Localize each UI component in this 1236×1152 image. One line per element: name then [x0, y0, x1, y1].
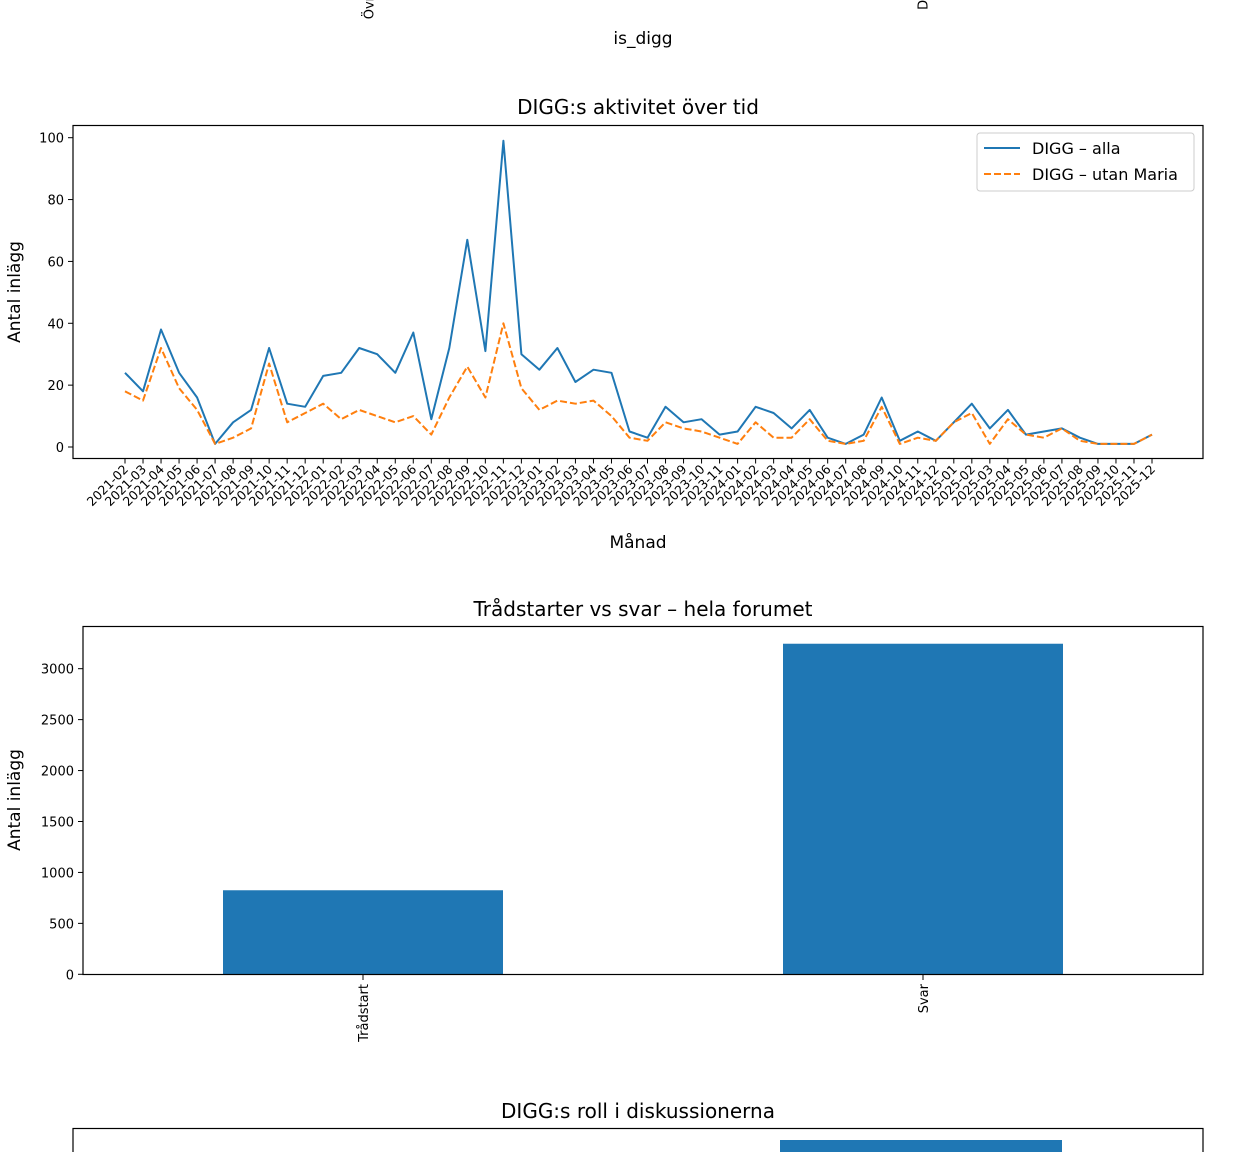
y-tick-label: 80	[47, 194, 64, 209]
bar-chart: Trådstarter vs svar – hela forumet 0 500 1…	[5, 597, 1204, 1043]
series-line-0	[124, 139, 1153, 445]
y-tick-label: 100	[39, 132, 64, 147]
series-line-1	[124, 322, 1153, 445]
top-partial-chart: Övr DI is_digg	[361, 0, 932, 49]
x-ticks: Trådstart Svar	[357, 975, 932, 1043]
y-tick-label: 40	[47, 317, 64, 332]
tick-label-ovr: Övr	[361, 0, 378, 19]
y-tick-label: 3000	[41, 663, 74, 678]
y-tick-label: 2500	[41, 714, 74, 729]
y-tick-label: 0	[56, 441, 64, 456]
bottom-partial-chart: DIGG:s roll i diskussionerna	[72, 1099, 1204, 1152]
y-tick-label: 2000	[41, 765, 74, 780]
x-tick-label: Svar	[917, 983, 932, 1013]
x-axis-label: Månad	[609, 532, 666, 553]
y-tick-label: 60	[47, 255, 64, 270]
bar-svar	[783, 643, 1063, 975]
y-tick-label: 0	[66, 968, 74, 983]
legend: DIGG – alla DIGG – utan Maria	[976, 132, 1195, 192]
y-axis-label: Antal inlägg	[5, 241, 25, 343]
y-tick-label: 1000	[41, 866, 74, 881]
chart-title: DIGG:s roll i diskussionerna	[501, 1099, 775, 1123]
y-tick-label: 1500	[41, 815, 74, 830]
y-ticks: 0 20 40 60 80 100	[39, 132, 73, 456]
plot-frame	[72, 1127, 1204, 1152]
legend-label-utan-maria: DIGG – utan Maria	[1032, 165, 1178, 184]
y-tick-label: 500	[49, 917, 74, 932]
y-tick-label: 20	[47, 379, 64, 394]
legend-label-alla: DIGG – alla	[1032, 139, 1121, 158]
line-chart: DIGG:s aktivitet över tid 0 20 40 60 80 100 2…	[5, 95, 1204, 553]
bar	[780, 1140, 1062, 1152]
legend-box	[976, 132, 1195, 192]
plot-frame	[72, 124, 1204, 460]
x-ticks: 2021-022021-032021-042021-052021-062021-…	[84, 458, 1158, 509]
series-lines	[124, 139, 1153, 445]
bar-trådstart	[223, 890, 503, 975]
tick-label-di: DI	[917, 0, 932, 10]
y-ticks: 0 500 1000 1500 2000 2500 3000	[41, 663, 83, 983]
y-axis-label: Antal inlägg	[5, 749, 25, 851]
bars	[223, 643, 1063, 975]
x-axis-label: is_digg	[613, 29, 672, 49]
plot-frame	[82, 625, 1204, 976]
chart-title: Trådstarter vs svar – hela forumet	[473, 597, 813, 621]
x-tick-label: Trådstart	[357, 984, 372, 1043]
chart-title: DIGG:s aktivitet över tid	[517, 95, 759, 119]
